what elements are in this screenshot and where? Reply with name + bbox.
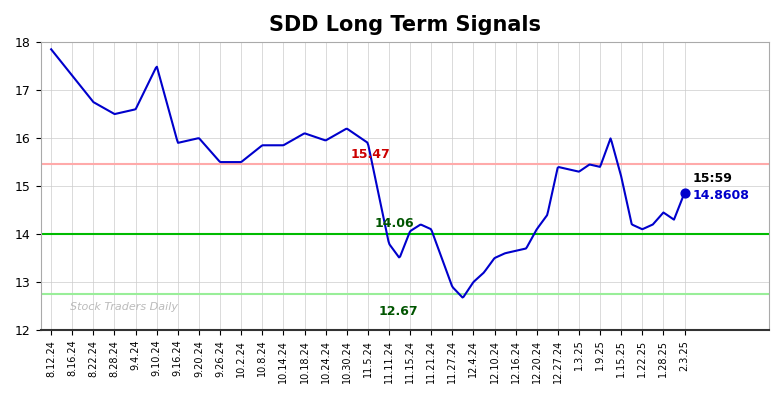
Text: 15.47: 15.47	[351, 148, 390, 161]
Text: 15:59: 15:59	[693, 172, 733, 185]
Text: Stock Traders Daily: Stock Traders Daily	[70, 302, 178, 312]
Point	[678, 189, 691, 196]
Text: 14.06: 14.06	[374, 217, 414, 230]
Text: 14.8608: 14.8608	[693, 189, 750, 201]
Text: 12.67: 12.67	[379, 305, 418, 318]
Title: SDD Long Term Signals: SDD Long Term Signals	[269, 15, 541, 35]
